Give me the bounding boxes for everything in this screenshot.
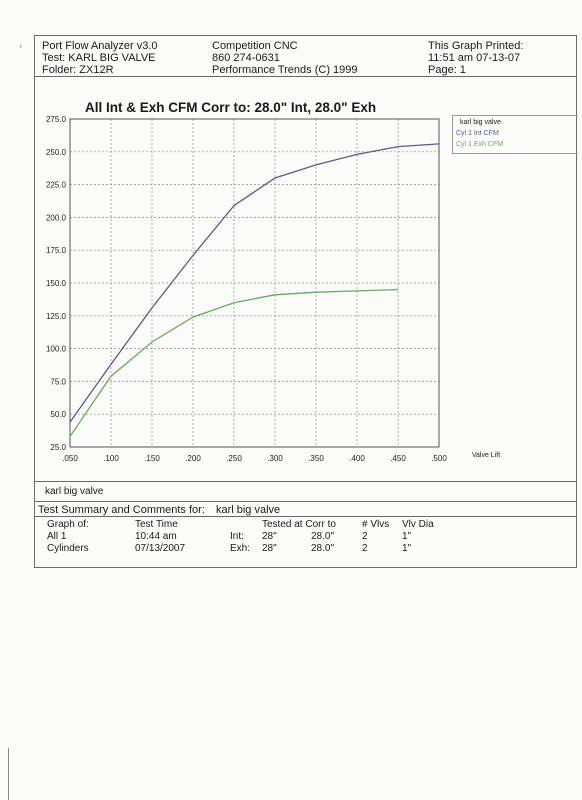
col-graph-of: Graph of:: [47, 519, 89, 530]
summary-heading-label: Test Summary and Comments for:: [38, 504, 205, 516]
row2-port: Exh:: [230, 543, 251, 554]
summary-heading: Test Summary and Comments for: karl big …: [38, 505, 280, 516]
x-tick-label: .400: [349, 454, 365, 463]
chart-title: All Int & Exh CFM Corr to: 28.0" Int, 28…: [85, 100, 377, 115]
folder-name: Folder: ZX12R: [42, 64, 114, 76]
row2-time: 07/13/2007: [135, 543, 186, 554]
copyright: Performance Trends (C) 1999: [212, 64, 358, 76]
x-tick-label: .250: [226, 454, 242, 463]
valve-label: karl big valve: [45, 486, 104, 497]
header-divider: [34, 76, 577, 77]
y-tick-label: 175.0: [46, 246, 67, 255]
x-tick-label: .350: [308, 454, 324, 463]
x-tick-label: .300: [267, 454, 283, 463]
y-tick-label: 275.0: [46, 115, 67, 124]
legend-item-int: Cyl 1 Int CFM: [456, 130, 499, 137]
x-tick-label: .150: [144, 454, 160, 463]
plot-area: [69, 118, 440, 448]
company-name: Competition CNC: [212, 40, 298, 52]
y-tick-label: 250.0: [46, 148, 67, 157]
scan-edge: [0, 748, 9, 800]
test-name: Test: KARL BIG VALVE: [42, 52, 156, 64]
x-tick-label: .450: [390, 454, 406, 463]
printed-time: 11:51 am 07-13-07: [428, 52, 521, 64]
y-tick-label: 50.0: [50, 410, 66, 419]
y-tick-label: 125.0: [46, 312, 67, 321]
col-test-time: Test Time: [135, 519, 178, 530]
row2-vlvs: 2: [362, 543, 368, 554]
row1-time: 10:44 am: [135, 531, 177, 542]
header-right: This Graph Printed: 11:51 am 07-13-07 Pa…: [428, 40, 523, 76]
summary-top-divider: [34, 501, 577, 502]
row2-dia: 1": [402, 543, 412, 554]
row1-tested: 28": [262, 531, 277, 542]
y-tick-label: 75.0: [50, 377, 66, 386]
sheet-mark: ': [20, 44, 22, 54]
x-tick-label: .500: [431, 454, 447, 463]
x-tick-label: .200: [185, 454, 201, 463]
x-tick-label: .050: [62, 454, 78, 463]
series-int-cfm-line: [69, 143, 440, 423]
row2-tested: 28": [262, 543, 277, 554]
row1-vlvs: 2: [362, 531, 368, 542]
chart-bottom-divider: [34, 481, 577, 482]
page-number: Page: 1: [428, 64, 466, 76]
row2-corr: 28.0": [311, 543, 335, 554]
app-title: Port Flow Analyzer v3.0: [42, 40, 158, 52]
y-tick-label: 225.0: [46, 181, 67, 190]
col-vlvs: # Vlvs: [362, 519, 390, 530]
row2-graph: Cylinders: [47, 543, 89, 554]
row1-graph: All 1: [47, 531, 67, 542]
right-border: [576, 470, 577, 568]
row1-corr: 28.0": [311, 531, 335, 542]
y-tick-label: 25.0: [50, 443, 66, 452]
legend-title: karl big valve: [460, 119, 501, 126]
col-tested-at: Tested at Corr to: [262, 519, 336, 530]
summary-heading-name: karl big valve: [215, 504, 281, 516]
printed-label: This Graph Printed:: [428, 40, 524, 52]
y-tick-label: 100.0: [46, 345, 67, 354]
x-tick-label: .100: [103, 454, 119, 463]
header-center: Competition CNC 860 274-0631 Performance…: [212, 40, 358, 76]
legend-item-exh: Cyl 1 Exh CFM: [456, 141, 504, 148]
series-exh-cfm-line: [69, 288, 399, 437]
row1-dia: 1": [402, 531, 412, 542]
x-axis-label: Valve Lift: [472, 452, 500, 459]
header-left: Port Flow Analyzer v3.0 Test: KARL BIG V…: [42, 40, 158, 76]
y-tick-label: 150.0: [46, 279, 67, 288]
legend: karl big valve Cyl 1 Int CFM Cyl 1 Exh C…: [452, 115, 578, 154]
report-frame: [34, 35, 577, 568]
row1-port: Int:: [230, 531, 244, 542]
company-phone: 860 274-0631: [212, 52, 280, 64]
y-tick-label: 200.0: [46, 213, 67, 222]
col-vlv-dia: Vlv Dia: [402, 519, 434, 530]
summary-heading-divider: [34, 516, 577, 517]
